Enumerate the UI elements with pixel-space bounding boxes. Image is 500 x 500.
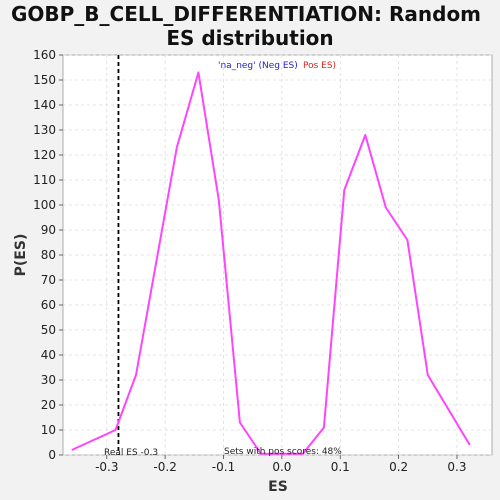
y-tick-label: 10 (41, 423, 56, 437)
y-tick-label: 160 (33, 48, 56, 62)
x-axis-label: ES (268, 479, 288, 495)
x-tick-label: -0.3 (95, 460, 118, 474)
y-axis-ticks: 0 10 20 30 40 50 60 70 80 90 100 110 120 130 140 150 160 (33, 48, 63, 462)
y-tick-label: 90 (41, 223, 56, 237)
chart-title-line-1: GOBP_B_CELL_DIFFERENTIATION: Random (11, 2, 481, 26)
pos-scores-annotation: Sets with pos scores: 48% (224, 447, 342, 457)
y-axis-label: P(ES) (13, 234, 29, 277)
legend-neg-es: 'na_neg' (Neg ES) (218, 61, 298, 71)
y-tick-label: 0 (48, 448, 56, 462)
y-tick-label: 80 (41, 248, 56, 262)
y-tick-label: 120 (33, 148, 56, 162)
real-es-label: Real ES -0.3 (104, 448, 158, 458)
x-tick-label: 0.3 (447, 460, 466, 474)
y-tick-label: 30 (41, 373, 56, 387)
x-tick-label: 0.2 (389, 460, 408, 474)
y-tick-label: 50 (41, 323, 56, 337)
chart-title-line-2: ES distribution (166, 26, 333, 50)
y-tick-label: 70 (41, 273, 56, 287)
y-tick-label: 140 (33, 98, 56, 112)
x-tick-label: 0.0 (272, 460, 291, 474)
y-tick-label: 110 (33, 173, 56, 187)
y-tick-label: 100 (33, 198, 56, 212)
x-tick-label: 0.1 (331, 460, 350, 474)
x-tick-label: -0.1 (212, 460, 235, 474)
y-tick-label: 60 (41, 298, 56, 312)
y-tick-label: 150 (33, 73, 56, 87)
legend-pos-es: Pos ES) (303, 61, 336, 71)
x-tick-label: -0.2 (153, 460, 176, 474)
y-tick-label: 20 (41, 398, 56, 412)
plot-area (63, 55, 492, 455)
y-tick-label: 130 (33, 123, 56, 137)
y-tick-label: 40 (41, 348, 56, 362)
